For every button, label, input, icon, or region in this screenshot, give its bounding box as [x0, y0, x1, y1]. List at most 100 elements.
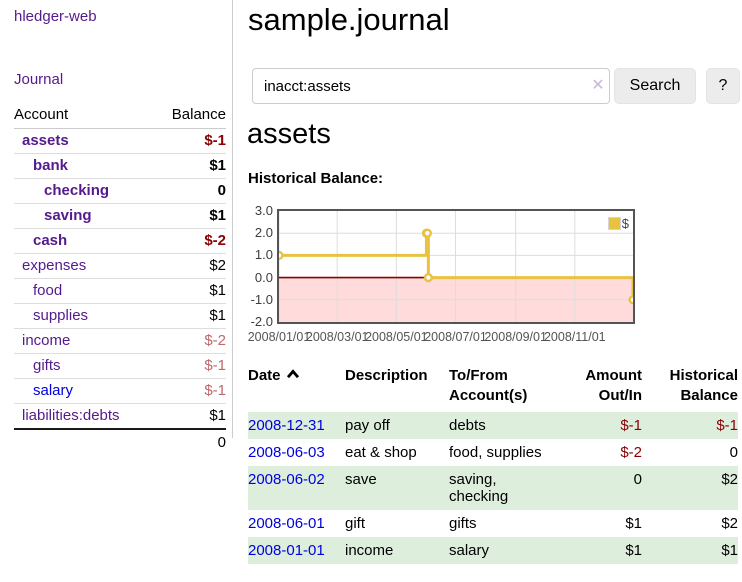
sidebar-account-row: liabilities:debts $1: [14, 404, 226, 428]
account-balance: $1: [209, 282, 226, 299]
transaction-row: 2008-06-02 save saving, checking 0 $2: [248, 466, 738, 510]
transaction-accounts: debts: [449, 417, 486, 434]
transaction-description: save: [345, 471, 377, 488]
transaction-amount: 0: [633, 471, 642, 488]
transaction-amount: $-2: [620, 444, 642, 461]
sidebar-account-row: salary $-1: [14, 379, 226, 404]
sidebar-account-row: bank $1: [14, 154, 226, 179]
transaction-description: eat & shop: [345, 444, 417, 461]
transaction-balance: $-1: [716, 417, 738, 434]
balance-chart[interactable]: $: [277, 209, 635, 324]
x-axis-tick-label: 2008/05/01: [365, 330, 428, 344]
transaction-date-link[interactable]: 2008-01-01: [248, 542, 325, 559]
transaction-accounts: salary: [449, 542, 490, 559]
col-header-accounts: To/From Account(s): [449, 367, 528, 404]
search-button[interactable]: Search: [614, 68, 696, 104]
transaction-row: 2008-01-01 income salary $1 $1: [248, 537, 738, 564]
transaction-row: 2008-12-31 pay off debts $-1 $-1: [248, 412, 738, 439]
sidebar-account-row: checking 0: [14, 179, 226, 204]
chart-legend: $: [607, 216, 629, 231]
chevron-up-icon: [286, 369, 299, 379]
account-link[interactable]: cash: [33, 232, 68, 249]
transaction-balance: $1: [721, 542, 738, 559]
transaction-description: income: [345, 542, 394, 559]
account-balance: $-1: [204, 382, 226, 399]
transactions-header-row: Date Description To/From Account(s) Amou…: [248, 364, 738, 412]
transaction-amount: $1: [625, 542, 642, 559]
col-header-description: Description: [345, 367, 428, 384]
account-table-header: Account Balance: [14, 102, 226, 129]
sidebar-item-journal[interactable]: Journal: [14, 71, 64, 88]
transaction-balance: 0: [729, 444, 738, 461]
app-title[interactable]: hledger-web: [14, 8, 97, 25]
transaction-row: 2008-06-03 eat & shop food, supplies $-2 0: [248, 439, 738, 466]
account-column-header: Account: [14, 106, 69, 123]
account-balance: $-2: [204, 332, 226, 349]
account-balance: $1: [209, 407, 226, 424]
account-link[interactable]: assets: [22, 132, 69, 149]
account-link[interactable]: supplies: [33, 307, 89, 324]
y-axis-tick-label: 0.0: [254, 269, 273, 285]
sidebar-total-row: 0: [14, 428, 226, 455]
transaction-accounts: food, supplies: [449, 444, 542, 461]
x-axis-tick-label: 2008/09/01: [484, 330, 547, 344]
y-axis-tick-label: 1.0: [254, 247, 273, 263]
account-balance: $2: [209, 257, 226, 274]
clear-search-icon[interactable]: ✕: [591, 77, 605, 94]
chart-label: Historical Balance:: [248, 170, 384, 187]
account-balance: $1: [209, 207, 226, 224]
col-header-date[interactable]: Date: [248, 364, 345, 412]
account-balance: $1: [209, 307, 226, 324]
transaction-description: gift: [345, 515, 366, 532]
col-header-amount: Amount Out/In: [585, 367, 642, 404]
transaction-amount: $-1: [620, 417, 642, 434]
account-link[interactable]: expenses: [22, 257, 87, 274]
account-balance-table: Account Balance assets $-1 bank $1 checking 0…: [14, 102, 226, 455]
y-axis-tick-label: 2.0: [254, 225, 273, 241]
account-link[interactable]: gifts: [33, 357, 61, 374]
x-axis-tick-label: 2008/07/01: [424, 330, 487, 344]
sidebar-account-row: income $-2: [14, 329, 226, 354]
transaction-date-link[interactable]: 2008-06-02: [248, 471, 325, 488]
account-link[interactable]: bank: [33, 157, 69, 174]
account-link[interactable]: food: [33, 282, 63, 299]
balance-column-header: Balance: [171, 106, 226, 123]
sidebar-account-row: saving $1: [14, 204, 226, 229]
sidebar-account-row: food $1: [14, 279, 226, 304]
x-axis-tick-label: 2008/01/01: [247, 330, 311, 344]
transaction-date-link[interactable]: 2008-06-03: [248, 444, 325, 461]
transaction-balance: $2: [721, 515, 738, 532]
sidebar-account-row: expenses $2: [14, 254, 226, 279]
account-balance: $-1: [204, 357, 226, 374]
sidebar-account-row: assets $-1: [14, 129, 226, 154]
y-axis-tick-label: -2.0: [250, 314, 273, 329]
help-button[interactable]: ?: [706, 68, 740, 104]
search-input[interactable]: [252, 68, 610, 104]
account-balance: 0: [217, 182, 226, 199]
sidebar: hledger-web Journal Account Balance asse…: [0, 0, 233, 451]
page-title: sample.journal: [248, 2, 450, 37]
transaction-amount: $1: [625, 515, 642, 532]
sidebar-account-row: supplies $1: [14, 304, 226, 329]
x-axis-tick-label: 2008/11/01: [543, 330, 606, 344]
x-axis-tick-label: 2008/03/01: [305, 330, 369, 344]
transactions-table: Date Description To/From Account(s) Amou…: [248, 364, 738, 564]
account-balance: $-1: [204, 132, 226, 149]
account-link[interactable]: liabilities:debts: [22, 407, 120, 424]
y-axis-tick-label: -1.0: [250, 291, 273, 307]
sidebar-account-row: gifts $-1: [14, 354, 226, 379]
transaction-description: pay off: [345, 417, 390, 434]
account-link[interactable]: checking: [44, 182, 110, 199]
account-link[interactable]: saving: [44, 207, 92, 224]
account-link[interactable]: salary: [33, 382, 74, 399]
account-heading: assets: [247, 118, 331, 150]
transaction-date-link[interactable]: 2008-12-31: [248, 417, 325, 434]
transaction-date-link[interactable]: 2008-06-01: [248, 515, 325, 532]
transaction-row: 2008-06-01 gift gifts $1 $2: [248, 510, 738, 537]
account-link[interactable]: income: [22, 332, 71, 349]
legend-swatch-icon: [607, 217, 621, 230]
transaction-balance: $2: [721, 471, 738, 488]
legend-label: $: [621, 216, 629, 231]
account-balance: $1: [209, 157, 226, 174]
sidebar-total-value: 0: [217, 434, 226, 451]
